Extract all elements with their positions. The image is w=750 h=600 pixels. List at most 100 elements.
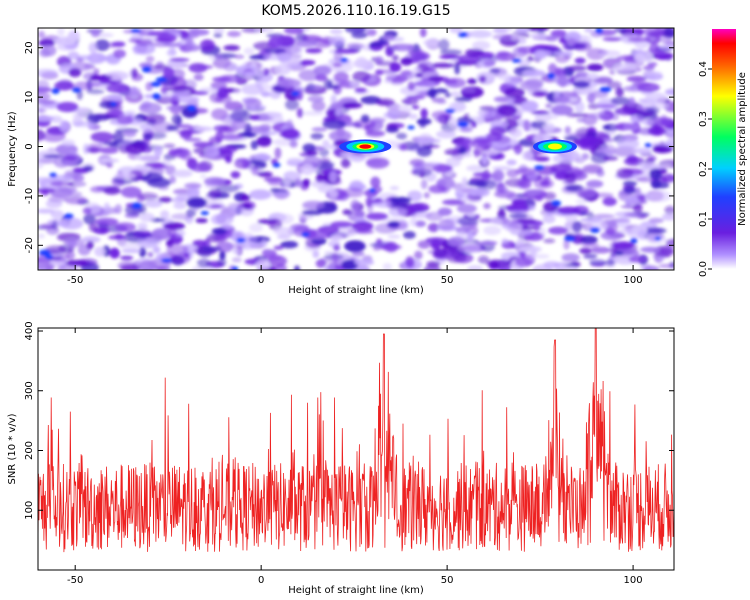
- spectrogram-cell: [166, 49, 178, 57]
- spectrogram-cell: [38, 208, 55, 214]
- spectrogram-cell: [478, 75, 487, 83]
- spectrogram-cell: [647, 125, 667, 136]
- spectrogram-cell: [76, 57, 84, 63]
- spectrogram-cell: [515, 28, 530, 33]
- spectrogram-cell: [38, 160, 44, 169]
- spectrogram-cell: [576, 187, 597, 199]
- spectrogram-cell: [419, 28, 427, 38]
- spectrogram-cell: [465, 179, 489, 187]
- spectrogram-cell: [67, 245, 75, 252]
- spectrogram-cell: [56, 101, 79, 113]
- spectrogram-cell: [607, 81, 622, 89]
- spectrogram-cell: [99, 158, 120, 163]
- spectrogram-cell: [155, 265, 171, 270]
- spectrogram-cell: [483, 60, 496, 67]
- spectrogram-cell: [489, 261, 499, 269]
- spectrogram-cell: [139, 103, 149, 110]
- spectrogram-cell: [51, 88, 60, 94]
- spectrogram-cell: [50, 180, 72, 187]
- spectrogram-cell: [604, 138, 615, 143]
- spectrogram-cell: [298, 59, 316, 66]
- spectrogram-frame: [37, 27, 675, 271]
- spectrogram-cell: [534, 49, 547, 60]
- spectrogram-cell: [637, 194, 646, 201]
- colorbar-tick-label: 0.4: [698, 61, 709, 77]
- spectrogram-cell: [572, 41, 592, 52]
- spectrogram-cell: [663, 28, 674, 37]
- spectrogram-cell: [602, 197, 617, 207]
- spectrogram-cell: [609, 69, 616, 75]
- spectrogram-cell: [506, 204, 530, 212]
- spectrogram-cell: [163, 66, 175, 79]
- spectrogram-cell: [454, 96, 473, 102]
- spectrogram-cell: [38, 68, 58, 78]
- spectrogram-cell: [67, 239, 78, 247]
- spectrogram-cell: [225, 156, 232, 164]
- spectrogram-cell: [174, 229, 186, 238]
- spectrogram-cell: [341, 102, 363, 109]
- spectrogram-cell: [38, 262, 55, 270]
- spectrogram-cell: [196, 64, 214, 70]
- spectrogram-cell: [636, 177, 656, 183]
- spectrogram-cell: [466, 164, 484, 172]
- spectrogram-cell: [59, 120, 70, 133]
- spectrogram-cell: [564, 236, 576, 242]
- spectrogram-cell: [54, 36, 76, 46]
- spectrogram-cell: [624, 196, 640, 205]
- spectrogram-cell: [332, 62, 343, 68]
- spectrogram-cell: [627, 36, 651, 43]
- spectrogram-cell: [73, 121, 95, 128]
- spectrogram-cell: [414, 220, 427, 228]
- spectrogram-cell: [172, 169, 193, 178]
- spectrogram-cell: [579, 210, 588, 216]
- spectrogram-cell: [543, 261, 561, 269]
- spectrogram-cell: [543, 238, 556, 244]
- spectrogram-cell: [605, 259, 615, 267]
- spectrogram-cell: [114, 172, 136, 179]
- spectrogram-cell: [137, 222, 148, 230]
- spectrogram-cell: [350, 81, 360, 87]
- spectrogram-cell: [71, 87, 81, 93]
- spectrogram-cell: [200, 174, 207, 179]
- spectrogram-cell: [563, 239, 570, 250]
- spectrogram-cell: [63, 155, 77, 161]
- colorbar-tick-label: 0.0: [698, 261, 709, 277]
- spectrogram-cell: [590, 246, 612, 254]
- spectrogram-x-tick-label: 50: [441, 275, 454, 286]
- spectrogram-cell: [645, 92, 667, 104]
- spectrogram-cell: [139, 123, 152, 132]
- spectrogram-cell: [86, 240, 94, 250]
- spectrogram-cell: [330, 234, 344, 241]
- spectrogram-cell: [369, 188, 376, 193]
- spectrogram-cell: [311, 100, 326, 112]
- spectrogram-cell: [301, 209, 323, 216]
- spectrogram-cell: [415, 163, 439, 172]
- spectrogram-cell: [54, 80, 75, 91]
- spectrogram-cell: [291, 91, 300, 97]
- spectrogram-cell: [632, 81, 652, 87]
- spectrogram-cell: [533, 225, 541, 231]
- spectrogram-features: [339, 139, 577, 154]
- spectrogram-y-tick-label: 0: [24, 143, 35, 149]
- spectrogram-cell: [354, 258, 375, 266]
- spectrogram-cell: [217, 258, 227, 267]
- spectrogram-cell: [90, 131, 114, 143]
- spectrogram-cell: [273, 245, 284, 250]
- spectrogram-cell: [376, 238, 383, 244]
- spectrogram-cell: [259, 123, 272, 132]
- spectrogram-cell: [350, 199, 360, 212]
- spectrogram-cells: [38, 28, 674, 270]
- spectrogram-cell: [274, 147, 282, 159]
- spectrogram-cell: [312, 250, 320, 259]
- spectrogram-cell: [340, 57, 348, 63]
- spectrogram-cell: [273, 227, 295, 236]
- spectrogram-cell: [602, 37, 623, 42]
- spectrogram-cell: [143, 162, 165, 169]
- spectrogram-cell: [81, 236, 101, 243]
- spectrogram-cell: [523, 119, 531, 132]
- spectrogram-cell: [425, 211, 444, 222]
- spectrogram-cell: [642, 65, 655, 71]
- spectrogram-cell: [209, 91, 224, 103]
- spectrogram-cell: [382, 262, 393, 270]
- spectrogram-cell: [433, 88, 449, 94]
